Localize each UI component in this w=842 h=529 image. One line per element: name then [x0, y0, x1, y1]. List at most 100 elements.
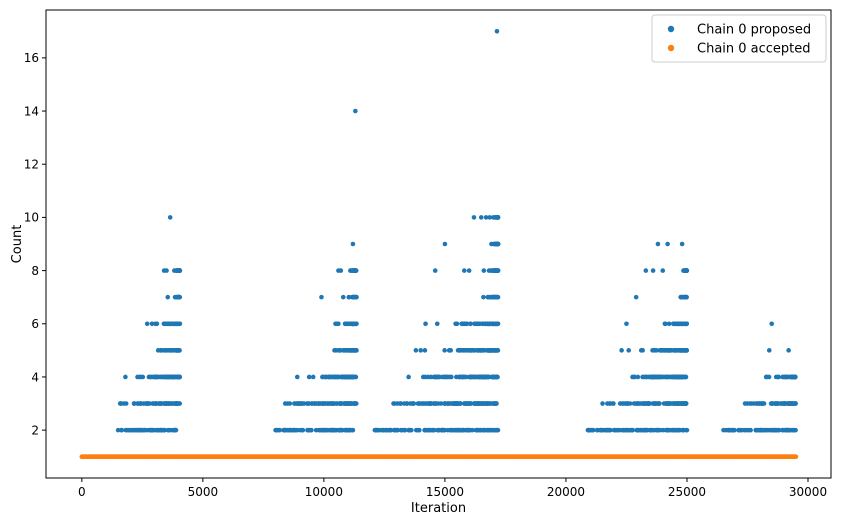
x-tick-label: 10000 — [305, 485, 343, 499]
proposed-point — [660, 268, 665, 273]
proposed-point — [639, 348, 644, 353]
proposed-point — [480, 401, 485, 406]
proposed-point — [293, 401, 298, 406]
x-tick-label: 25000 — [668, 485, 706, 499]
proposed-point — [590, 428, 595, 433]
proposed-point — [672, 321, 677, 326]
proposed-point — [455, 321, 460, 326]
proposed-point — [651, 268, 656, 273]
proposed-point — [684, 401, 689, 406]
x-tick-label: 15000 — [426, 485, 464, 499]
y-tick-label: 10 — [24, 211, 39, 225]
proposed-point — [663, 348, 668, 353]
proposed-point — [428, 401, 433, 406]
proposed-point — [673, 348, 678, 353]
proposed-point — [162, 401, 167, 406]
x-tick-label: 30000 — [789, 485, 827, 499]
proposed-point — [423, 375, 428, 380]
proposed-point — [277, 428, 282, 433]
proposed-point — [626, 401, 631, 406]
y-tick-label: 16 — [24, 51, 39, 65]
proposed-point — [472, 215, 477, 220]
y-tick-label: 14 — [24, 104, 39, 118]
proposed-point — [332, 348, 337, 353]
proposed-point — [782, 401, 787, 406]
proposed-point — [172, 375, 177, 380]
proposed-point — [352, 321, 357, 326]
proposed-point — [460, 375, 465, 380]
proposed-point — [453, 401, 458, 406]
proposed-point — [739, 428, 744, 433]
proposed-point — [645, 401, 650, 406]
proposed-point — [119, 428, 124, 433]
proposed-point — [353, 268, 358, 273]
proposed-point — [475, 348, 480, 353]
proposed-point — [145, 321, 150, 326]
proposed-point — [164, 268, 169, 273]
proposed-point — [339, 401, 344, 406]
proposed-point — [130, 428, 135, 433]
proposed-point — [432, 428, 437, 433]
proposed-point — [135, 375, 140, 380]
legend-label-proposed: Chain 0 proposed — [697, 23, 811, 38]
proposed-point — [494, 242, 499, 247]
proposed-point — [776, 401, 781, 406]
proposed-point — [285, 401, 290, 406]
legend-marker-proposed — [668, 26, 674, 32]
proposed-point — [423, 348, 428, 353]
proposed-point — [483, 375, 488, 380]
proposed-point — [643, 428, 648, 433]
proposed-point — [762, 401, 767, 406]
proposed-point — [669, 401, 674, 406]
proposed-point — [295, 375, 300, 380]
proposed-point — [153, 401, 158, 406]
proposed-point — [493, 295, 498, 300]
proposed-point — [743, 401, 748, 406]
proposed-point — [634, 295, 639, 300]
proposed-point — [487, 321, 492, 326]
y-axis-label: Count — [10, 225, 25, 264]
proposed-point — [165, 375, 170, 380]
proposed-point — [343, 428, 348, 433]
proposed-point — [482, 321, 487, 326]
proposed-point — [348, 348, 353, 353]
proposed-point — [788, 375, 793, 380]
proposed-point — [462, 268, 467, 273]
proposed-point — [429, 375, 434, 380]
proposed-point — [351, 375, 356, 380]
proposed-point — [347, 401, 352, 406]
proposed-point — [684, 295, 689, 300]
proposed-point — [336, 375, 341, 380]
proposed-point — [676, 401, 681, 406]
x-tick-label: 20000 — [547, 485, 585, 499]
proposed-point — [448, 348, 453, 353]
proposed-point — [374, 428, 379, 433]
proposed-point — [677, 428, 682, 433]
proposed-point — [423, 428, 428, 433]
proposed-point — [136, 401, 141, 406]
proposed-point — [418, 348, 423, 353]
proposed-point — [351, 242, 356, 247]
proposed-point — [684, 321, 689, 326]
proposed-point — [637, 401, 642, 406]
proposed-point — [353, 295, 358, 300]
proposed-point — [769, 321, 774, 326]
proposed-point — [173, 295, 178, 300]
x-axis: 0 5000 10000 15000 20000 25000 30000 — [78, 478, 827, 499]
proposed-point — [354, 401, 359, 406]
proposed-point — [472, 321, 477, 326]
proposed-point — [632, 375, 637, 380]
proposed-point — [433, 268, 438, 273]
proposed-point — [402, 428, 407, 433]
y-tick-label: 12 — [24, 158, 39, 172]
proposed-point — [455, 428, 460, 433]
proposed-point — [460, 321, 465, 326]
proposed-point — [467, 268, 472, 273]
proposed-point — [337, 348, 342, 353]
proposed-point — [618, 401, 623, 406]
proposed-point — [435, 321, 440, 326]
proposed-point — [776, 428, 781, 433]
proposed-point — [684, 348, 689, 353]
x-axis-label: Iteration — [411, 501, 466, 516]
proposed-point — [173, 428, 178, 433]
